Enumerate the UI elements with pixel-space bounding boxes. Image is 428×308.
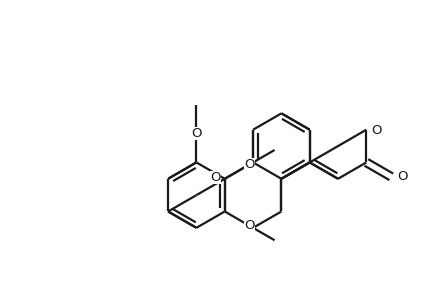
Text: O: O: [191, 127, 202, 140]
Text: O: O: [244, 158, 255, 171]
Text: O: O: [372, 124, 382, 137]
Text: O: O: [244, 219, 255, 232]
Text: O: O: [397, 170, 408, 183]
Text: O: O: [210, 171, 221, 184]
